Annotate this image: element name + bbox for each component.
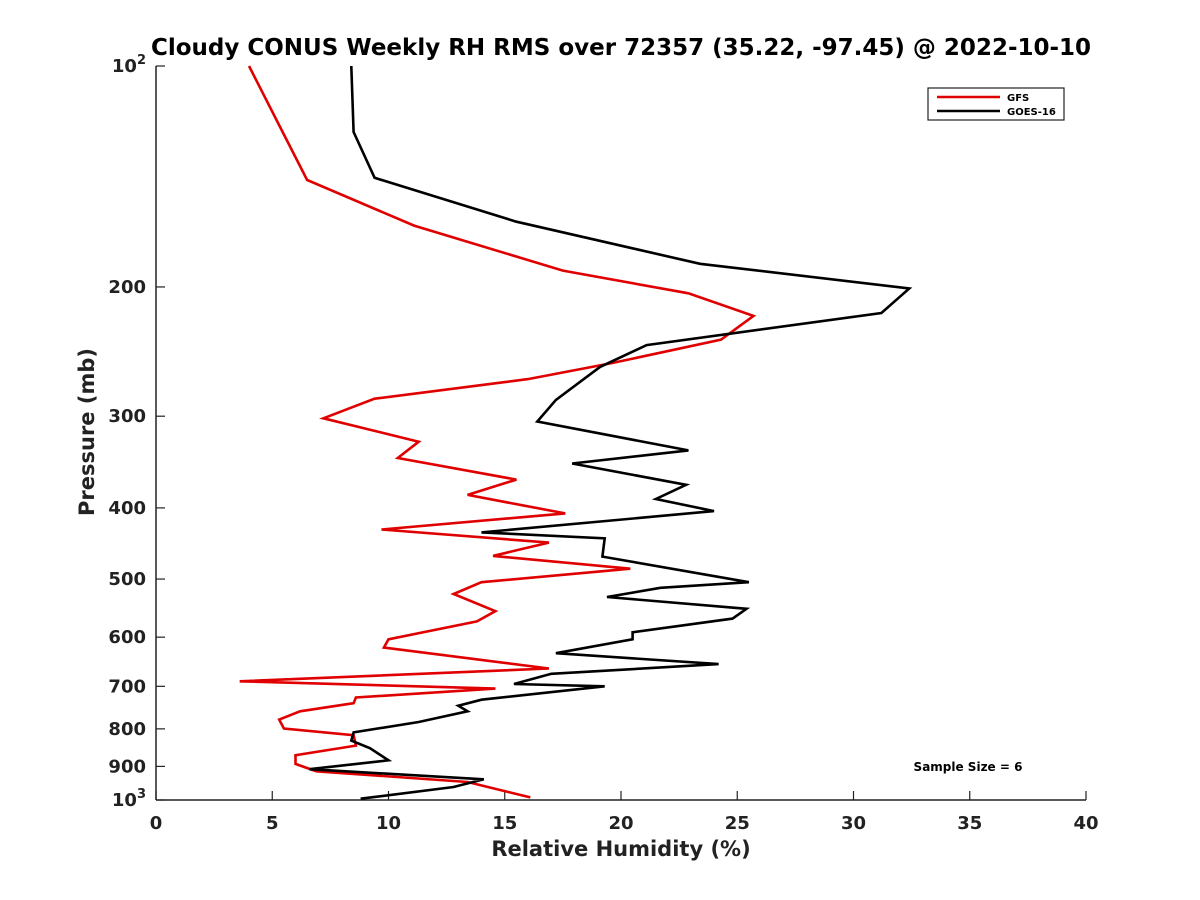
x-axis-label: Relative Humidity (%) <box>491 837 750 861</box>
sample-size-annotation: Sample Size = 6 <box>914 760 1023 774</box>
y-tick-label: 200 <box>108 277 146 298</box>
y-tick-label: 103 <box>112 787 146 811</box>
y-tick-label: 700 <box>108 676 146 697</box>
y-axis-label: Pressure (mb) <box>75 348 99 516</box>
x-tick-label: 5 <box>266 813 279 834</box>
y-tick-label: 300 <box>108 406 146 427</box>
y-tick-label-base: 500 <box>108 569 146 590</box>
y-tick-label-exponent: 3 <box>137 787 146 802</box>
legend-label-goes-16: GOES-16 <box>1007 107 1056 118</box>
chart-title: Cloudy CONUS Weekly RH RMS over 72357 (3… <box>151 35 1091 61</box>
series-group <box>239 65 913 800</box>
y-tick-label: 400 <box>108 498 146 519</box>
legend-box <box>927 87 1065 121</box>
y-tick-label-exponent: 2 <box>137 53 146 68</box>
x-tick-label: 25 <box>725 813 750 834</box>
x-tick-label: 0 <box>150 813 163 834</box>
y-tick-label-base: 800 <box>108 719 146 740</box>
y-tick-label: 900 <box>108 756 146 777</box>
series-line-gfs <box>239 65 757 799</box>
legend: GFS GOES-16 <box>927 87 1065 121</box>
x-tick-label: 40 <box>1073 813 1098 834</box>
y-tick-label-base: 700 <box>108 676 146 697</box>
y-tick-label-base: 300 <box>108 406 146 427</box>
y-tick-label-base: 900 <box>108 756 146 777</box>
y-tick-label: 600 <box>108 627 146 648</box>
y-tick-label: 800 <box>108 719 146 740</box>
series-line-goes-16 <box>309 65 913 800</box>
x-tick-label: 35 <box>957 813 982 834</box>
y-tick-label-base: 10 <box>112 56 137 77</box>
x-tick-label: 10 <box>376 813 401 834</box>
y-tick-label-base: 400 <box>108 498 146 519</box>
y-tick-label: 102 <box>112 53 146 77</box>
legend-label-gfs: GFS <box>1007 93 1029 104</box>
axes: 0 5 10 15 20 25 30 35 40102200300400500600700800… <box>108 53 1098 834</box>
y-tick-label-base: 10 <box>112 790 137 811</box>
y-tick-label-base: 200 <box>108 277 146 298</box>
x-tick-label: 15 <box>492 813 517 834</box>
y-tick-label-base: 600 <box>108 627 146 648</box>
x-tick-label: 20 <box>608 813 633 834</box>
y-tick-label: 500 <box>108 569 146 590</box>
x-tick-label: 30 <box>841 813 866 834</box>
